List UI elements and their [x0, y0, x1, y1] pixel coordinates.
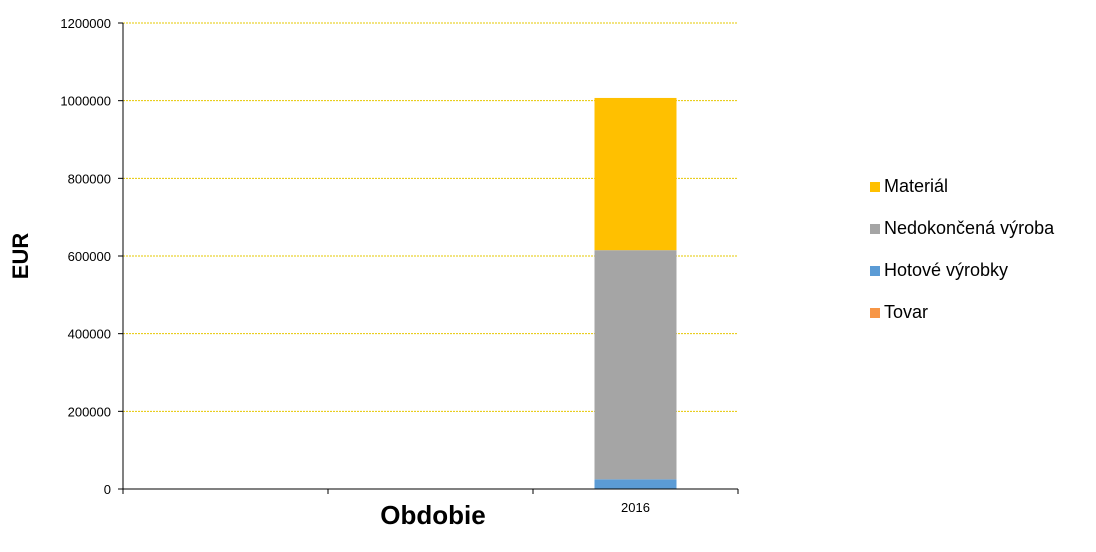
legend-item: Materiál	[870, 176, 948, 196]
y-tick-label: 0	[104, 482, 111, 497]
y-tick-label: 1000000	[60, 94, 111, 109]
legend-swatch	[870, 182, 880, 192]
legend-label: Nedokončená výroba	[884, 218, 1055, 238]
bars	[594, 97, 677, 489]
legend-item: Tovar	[870, 302, 928, 322]
legend-swatch	[870, 308, 880, 318]
legend-item: Hotové výrobky	[870, 260, 1008, 280]
legend-swatch	[870, 224, 880, 234]
legend-item: Nedokončená výroba	[870, 218, 1055, 238]
bar-segment-nedokon-en-v-roba	[594, 250, 677, 480]
y-tick-label: 600000	[68, 249, 111, 264]
legend-label: Tovar	[884, 302, 928, 322]
axes: 0 200000 400000 600000 800000 1000000 1200000 2…	[60, 16, 739, 515]
x-axis-title: Obdobie	[380, 500, 485, 530]
y-tick-label: 200000	[68, 404, 111, 419]
x-tick-label: 2016	[621, 500, 650, 515]
legend-swatch	[870, 266, 880, 276]
legend: Materiál Nedokončená výroba Hotové výrobky…	[870, 176, 1055, 322]
y-tick-label: 1200000	[60, 16, 111, 31]
bar-segment-materi-l	[594, 97, 677, 251]
y-tick-label: 800000	[68, 171, 111, 186]
gridlines	[123, 22, 738, 412]
legend-label: Materiál	[884, 176, 948, 196]
y-axis-title: EUR	[8, 233, 33, 280]
legend-label: Hotové výrobky	[884, 260, 1008, 280]
y-tick-label: 400000	[68, 327, 111, 342]
bar-segment-hotov-v-robky	[594, 479, 677, 489]
